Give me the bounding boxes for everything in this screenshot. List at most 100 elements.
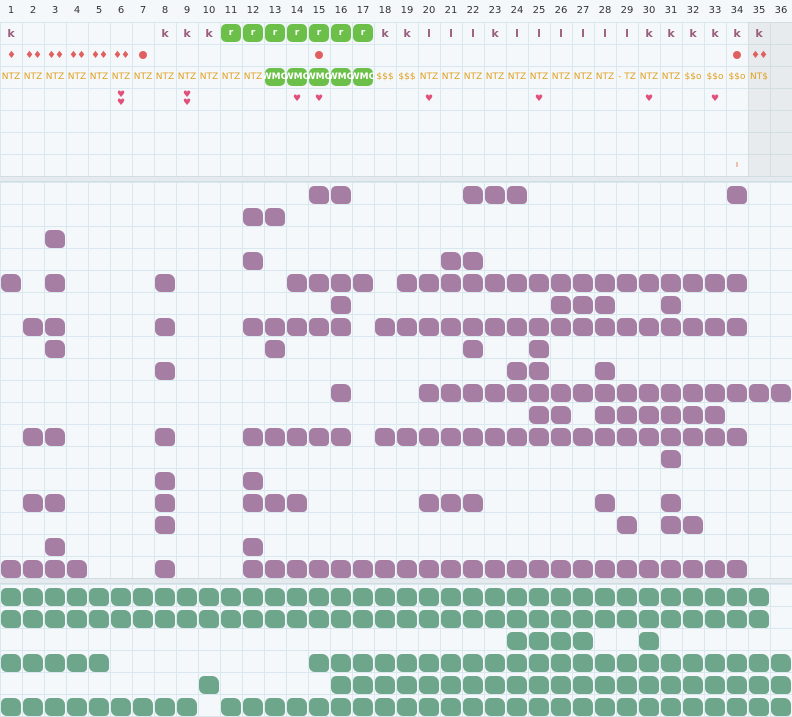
purple-tile[interactable] [661,450,681,468]
purple-tile[interactable] [155,516,175,534]
purple-tile[interactable] [595,560,615,578]
teal-tile[interactable] [243,588,263,606]
teal-tile[interactable] [23,698,43,716]
teal-tile[interactable] [595,654,615,672]
purple-tile[interactable] [331,296,351,314]
teal-tile[interactable] [485,610,505,628]
purple-tile[interactable] [463,186,483,204]
teal-tile[interactable] [177,698,197,716]
teal-tile[interactable] [111,610,131,628]
teal-tile[interactable] [507,632,527,650]
teal-tile[interactable] [617,588,637,606]
teal-tile[interactable] [441,610,461,628]
purple-tile[interactable] [45,318,65,336]
teal-tile[interactable] [1,698,21,716]
purple-tile[interactable] [441,494,461,512]
purple-tile[interactable] [595,318,615,336]
purple-tile[interactable] [683,516,703,534]
teal-tile[interactable] [749,610,769,628]
purple-tile[interactable] [595,274,615,292]
teal-tile[interactable] [683,676,703,694]
purple-tile[interactable] [639,274,659,292]
purple-tile[interactable] [287,494,307,512]
purple-tile[interactable] [155,494,175,512]
teal-tile[interactable] [331,610,351,628]
purple-tile[interactable] [331,560,351,578]
purple-tile[interactable] [661,560,681,578]
teal-tile[interactable] [1,654,21,672]
purple-tile[interactable] [639,384,659,402]
purple-tile[interactable] [265,318,285,336]
purple-tile[interactable] [551,296,571,314]
teal-tile[interactable] [45,698,65,716]
purple-tile[interactable] [45,274,65,292]
teal-tile[interactable] [265,698,285,716]
purple-tile[interactable] [463,274,483,292]
teal-tile[interactable] [111,588,131,606]
teal-tile[interactable] [375,588,395,606]
teal-tile[interactable] [661,588,681,606]
teal-tile[interactable] [221,588,241,606]
purple-tile[interactable] [529,406,549,424]
purple-tile[interactable] [441,252,461,270]
purple-tile[interactable] [595,384,615,402]
teal-tile[interactable] [419,610,439,628]
purple-tile[interactable] [705,384,725,402]
teal-tile[interactable] [485,654,505,672]
teal-tile[interactable] [727,676,747,694]
token-k[interactable]: k [161,26,169,40]
teal-tile[interactable] [573,698,593,716]
teal-tile[interactable] [507,676,527,694]
token-l[interactable]: l [449,26,453,40]
purple-tile[interactable] [67,560,87,578]
token-l[interactable]: l [427,26,431,40]
purple-tile[interactable] [551,274,571,292]
token-k[interactable]: k [403,26,411,40]
teal-tile[interactable] [309,588,329,606]
teal-tile[interactable] [683,654,703,672]
purple-tile[interactable] [617,516,637,534]
purple-tile[interactable] [353,274,373,292]
purple-tile[interactable] [705,428,725,446]
teal-tile[interactable] [463,610,483,628]
purple-tile[interactable] [45,428,65,446]
purple-tile[interactable] [23,494,43,512]
purple-tile[interactable] [331,318,351,336]
teal-tile[interactable] [111,698,131,716]
teal-tile[interactable] [749,654,769,672]
purple-tile[interactable] [155,274,175,292]
purple-tile[interactable] [243,252,263,270]
purple-tile[interactable] [705,318,725,336]
teal-tile[interactable] [529,610,549,628]
purple-tile[interactable] [727,384,747,402]
purple-tile[interactable] [243,428,263,446]
token-k[interactable]: k [381,26,389,40]
purple-tile[interactable] [551,560,571,578]
teal-tile[interactable] [1,588,21,606]
token-l[interactable]: l [537,26,541,40]
purple-tile[interactable] [617,274,637,292]
teal-tile[interactable] [353,654,373,672]
teal-tile[interactable] [89,588,109,606]
teal-tile[interactable] [573,632,593,650]
teal-tile[interactable] [573,610,593,628]
purple-tile[interactable] [23,428,43,446]
teal-tile[interactable] [221,698,241,716]
teal-tile[interactable] [397,698,417,716]
purple-tile[interactable] [485,274,505,292]
purple-tile[interactable] [287,318,307,336]
teal-tile[interactable] [639,610,659,628]
teal-tile[interactable] [155,610,175,628]
teal-tile[interactable] [89,610,109,628]
token-k[interactable]: k [205,26,213,40]
purple-tile[interactable] [661,274,681,292]
purple-tile[interactable] [331,384,351,402]
purple-tile[interactable] [243,538,263,556]
teal-tile[interactable] [67,610,87,628]
teal-tile[interactable] [177,610,197,628]
teal-tile[interactable] [243,610,263,628]
purple-tile[interactable] [705,274,725,292]
teal-tile[interactable] [661,676,681,694]
teal-tile[interactable] [287,588,307,606]
purple-tile[interactable] [507,560,527,578]
